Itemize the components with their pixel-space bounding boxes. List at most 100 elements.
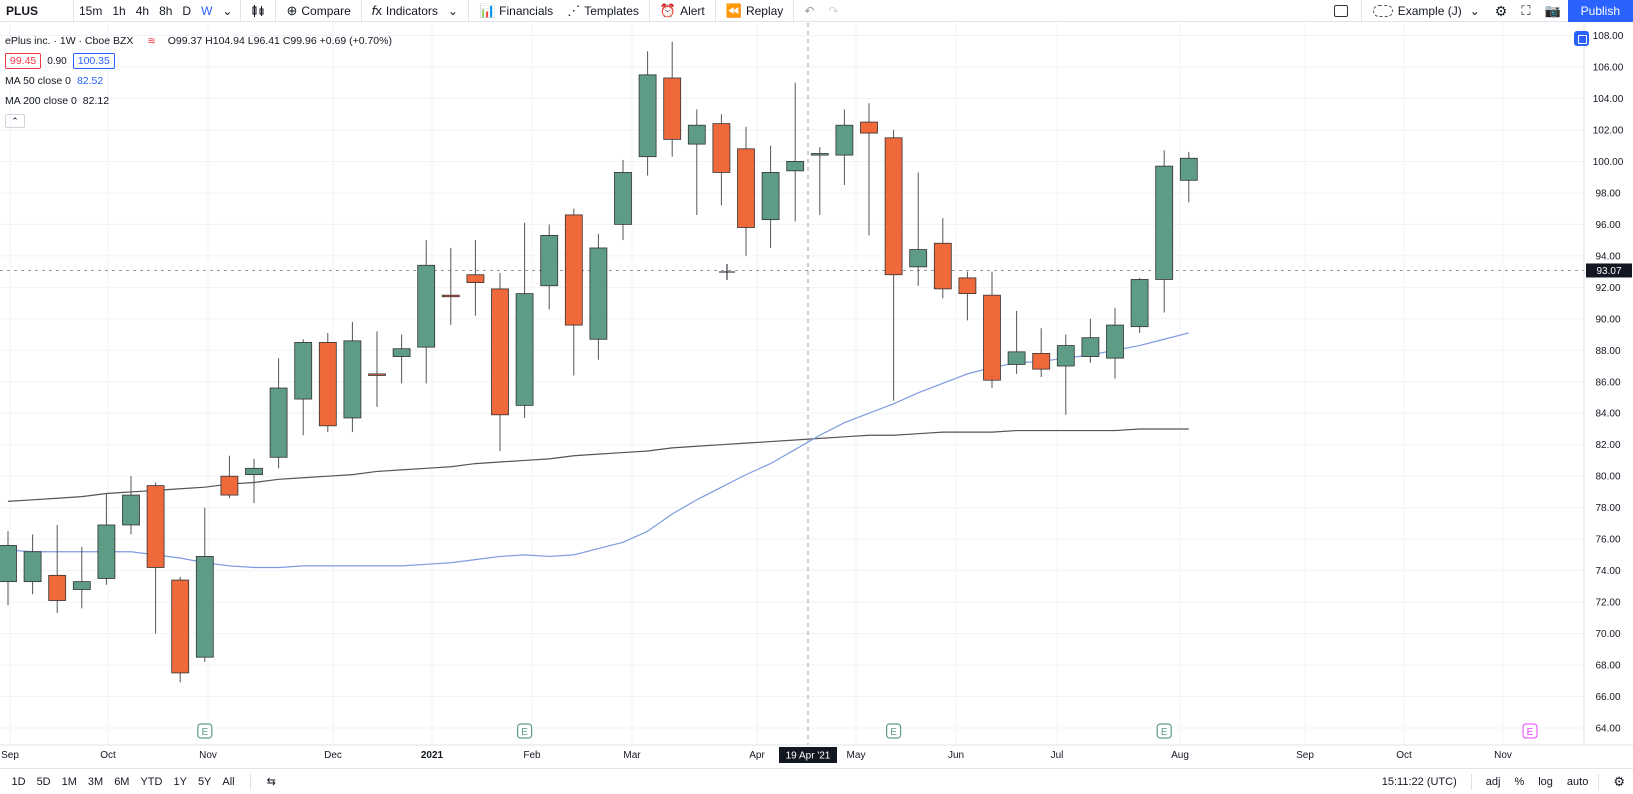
earnings-marker[interactable]: E bbox=[885, 723, 902, 739]
time-tick-label: Aug bbox=[1171, 750, 1189, 761]
undo-icon[interactable]: ↶ bbox=[804, 3, 815, 18]
earnings-marker[interactable]: E bbox=[197, 723, 213, 739]
alarm-clock-icon: ⏰ bbox=[659, 2, 677, 18]
redo-icon[interactable]: ↷ bbox=[828, 3, 839, 18]
camera-icon[interactable]: 📷 bbox=[1544, 3, 1561, 18]
earnings-e-label: E bbox=[521, 727, 528, 738]
ma50-line bbox=[7, 332, 1189, 569]
chart-settings-icon[interactable] bbox=[1574, 31, 1589, 46]
range-5y[interactable]: 5Y bbox=[197, 775, 212, 788]
earnings-marker[interactable]: E bbox=[516, 723, 533, 739]
price-chart[interactable]: E E E E E 108.00 106.00 104.00 102.00 100.00 98.0… bbox=[0, 23, 1633, 768]
publish-button[interactable]: Publish bbox=[1567, 0, 1633, 22]
gear-icon[interactable]: ⚙ bbox=[1494, 2, 1508, 19]
candle-body bbox=[269, 387, 288, 458]
candle bbox=[589, 233, 608, 360]
percent-toggle[interactable]: % bbox=[1514, 776, 1525, 788]
chevron-up-icon[interactable]: ⌃ bbox=[5, 114, 25, 128]
range-1m[interactable]: 1M bbox=[61, 775, 77, 788]
earnings-marker-future[interactable]: E bbox=[1522, 723, 1538, 739]
layout-menu[interactable]: Example (J) ⌄ bbox=[1365, 0, 1488, 22]
clock[interactable]: 15:11:22 (UTC) bbox=[1381, 776, 1457, 788]
candle bbox=[97, 493, 116, 585]
time-tick-label: Nov bbox=[199, 750, 217, 761]
price-tick-label: 92.00 bbox=[1595, 283, 1620, 294]
replay-button[interactable]: ⏪ Replay bbox=[719, 0, 791, 22]
candle bbox=[638, 51, 657, 176]
bottom-toolbar: 1D 5D 1M 3M 6M YTD 1Y 5Y All ⇆ 15:11:22 … bbox=[0, 768, 1633, 794]
price-axis[interactable]: 108.00 106.00 104.00 102.00 100.00 98.00 96.00… bbox=[1583, 23, 1633, 745]
time-axis[interactable]: Sep Oct Nov Dec 2021 Feb Mar Apr May Jun Jul Aug Sep… bbox=[0, 744, 1633, 763]
timeframe-w[interactable]: W bbox=[201, 3, 213, 18]
timeframe-1h[interactable]: 1h bbox=[112, 3, 126, 18]
candle bbox=[958, 271, 977, 321]
range-ytd[interactable]: YTD bbox=[140, 775, 163, 788]
adj-toggle[interactable]: adj bbox=[1485, 776, 1501, 788]
ma200-legend[interactable]: MA 200 close 0 82.12 bbox=[5, 91, 392, 111]
compare-button[interactable]: ⊕ Compare bbox=[279, 0, 357, 22]
candle-body bbox=[958, 277, 977, 295]
current-price-badge bbox=[1586, 263, 1632, 278]
time-tick-label: Jul bbox=[1051, 750, 1064, 761]
candle bbox=[540, 224, 559, 310]
log-toggle[interactable]: log bbox=[1538, 776, 1553, 788]
earnings-marker[interactable]: E bbox=[1156, 723, 1172, 739]
candle bbox=[491, 273, 509, 451]
range-6m[interactable]: 6M bbox=[114, 775, 130, 788]
gear-icon[interactable]: ⚙ bbox=[1613, 774, 1625, 789]
candle bbox=[318, 332, 337, 433]
ohlc-low: L96.41 bbox=[247, 35, 280, 47]
candles-icon[interactable] bbox=[244, 0, 272, 22]
candle-body bbox=[835, 124, 854, 156]
ma200-line bbox=[7, 428, 1189, 502]
buy-button[interactable]: 100.35 bbox=[72, 53, 115, 69]
ma50-legend[interactable]: MA 50 close 0 82.52 bbox=[5, 71, 392, 91]
price-tick-label: 76.00 bbox=[1595, 535, 1620, 546]
range-1y[interactable]: 1Y bbox=[173, 775, 187, 788]
price-tick-label: 66.00 bbox=[1595, 692, 1620, 703]
candle bbox=[466, 240, 485, 316]
price-tick-label: 98.00 bbox=[1595, 188, 1620, 199]
candle-body bbox=[368, 373, 386, 376]
ma50-value: 82.52 bbox=[76, 75, 104, 87]
ohlc-open: O99.37 bbox=[167, 35, 203, 47]
indicators-button[interactable]: fx Indicators ⌄ bbox=[365, 0, 465, 22]
price-tick-label: 94.00 bbox=[1595, 251, 1620, 262]
alert-button[interactable]: ⏰ Alert bbox=[653, 0, 712, 22]
chevron-down-icon[interactable]: ⌄ bbox=[222, 3, 233, 18]
timeframe-8h[interactable]: 8h bbox=[159, 3, 173, 18]
symbol-search[interactable]: PLUS bbox=[0, 0, 74, 22]
timeframe-d[interactable]: D bbox=[182, 3, 192, 18]
candle-body bbox=[1081, 337, 1100, 357]
candle bbox=[663, 41, 682, 157]
financials-button[interactable]: 📊 Financials bbox=[472, 0, 560, 22]
auto-toggle[interactable]: auto bbox=[1566, 776, 1589, 788]
chevron-down-icon: ⌄ bbox=[1469, 4, 1480, 18]
templates-button[interactable]: ⋰ Templates bbox=[560, 0, 646, 22]
range-1d[interactable]: 1D bbox=[11, 775, 26, 788]
candle-body bbox=[171, 579, 190, 674]
timeframe-4h[interactable]: 4h bbox=[135, 3, 150, 18]
fullscreen-icon[interactable]: ⛶ bbox=[1521, 3, 1531, 18]
time-tick-label: Nov bbox=[1494, 750, 1512, 761]
range-5d[interactable]: 5D bbox=[36, 775, 51, 788]
fullscreen-layout-icon[interactable] bbox=[1333, 5, 1348, 17]
goto-date-icon[interactable]: ⇆ bbox=[266, 776, 276, 788]
compare-label: Compare bbox=[301, 3, 351, 18]
sell-button[interactable]: 99.45 bbox=[5, 53, 42, 69]
range-all[interactable]: All bbox=[222, 775, 235, 788]
candle-body bbox=[1032, 353, 1051, 370]
price-tick-label: 88.00 bbox=[1595, 346, 1620, 357]
timeframe-15m[interactable]: 15m bbox=[79, 3, 103, 18]
divider bbox=[360, 0, 362, 22]
candle bbox=[1155, 150, 1174, 313]
templates-icon: ⋰ bbox=[567, 2, 581, 18]
divider bbox=[714, 0, 716, 22]
ma200-value: 82.12 bbox=[82, 95, 110, 107]
flag-icon[interactable]: ≋ bbox=[147, 35, 156, 47]
earnings-e-label: E bbox=[890, 727, 897, 738]
candle-body bbox=[72, 581, 91, 590]
range-3m[interactable]: 3M bbox=[87, 775, 104, 788]
candle bbox=[761, 145, 780, 248]
